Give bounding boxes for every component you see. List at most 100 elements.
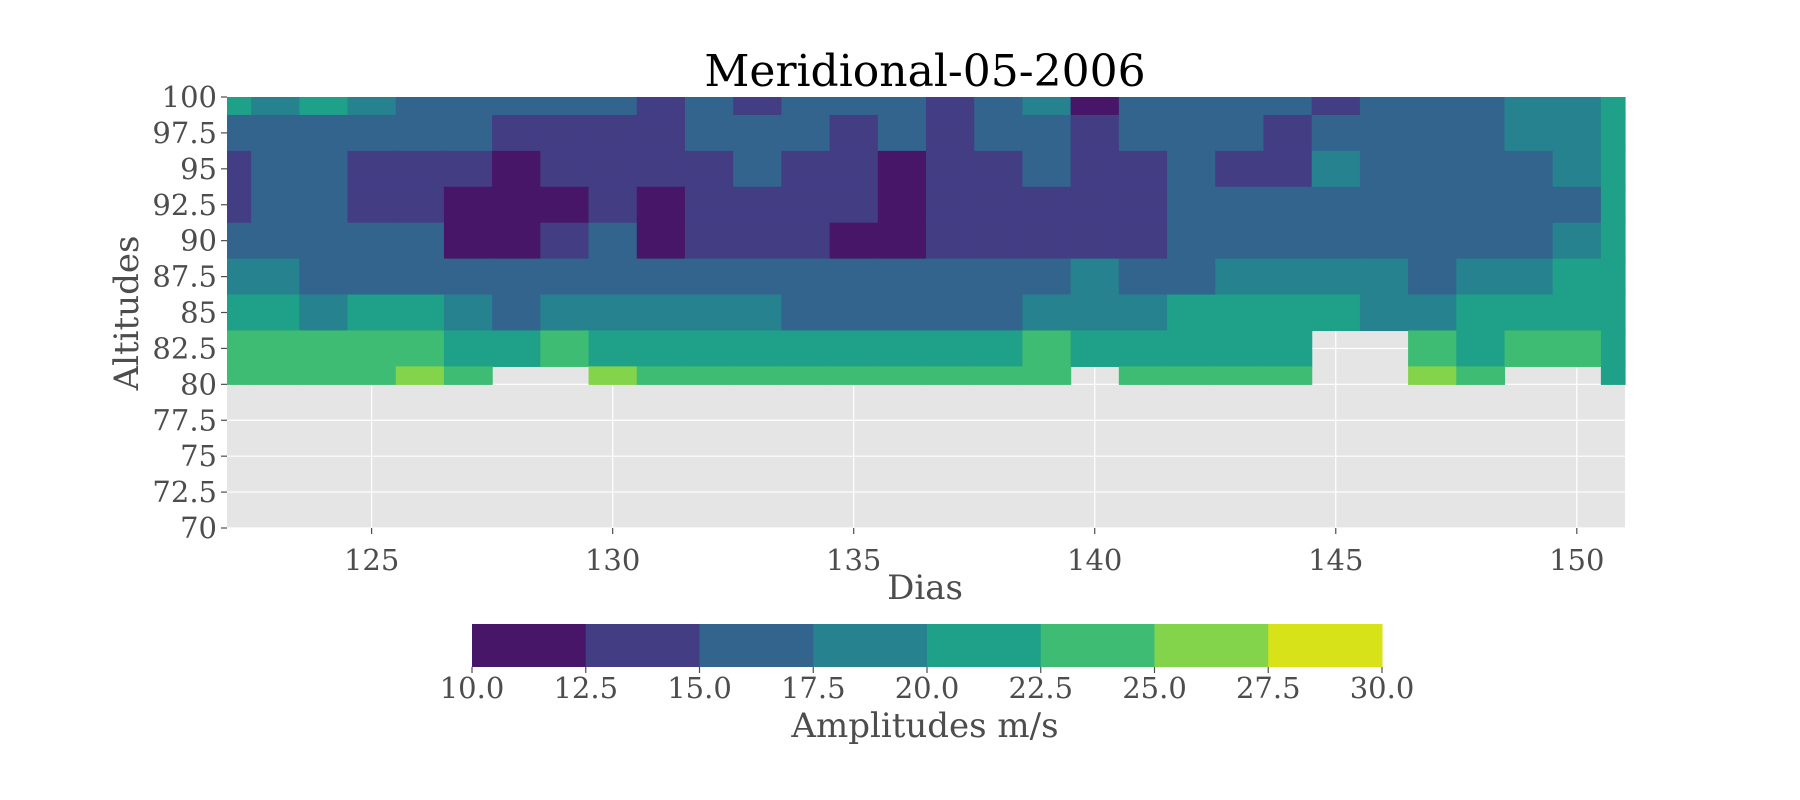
colorbar-segment [699, 624, 814, 667]
contour-cell [588, 97, 638, 116]
contour-cell [1215, 114, 1265, 152]
contour-cell [443, 258, 493, 296]
contour-cell [1552, 258, 1602, 296]
contour-cell [877, 150, 927, 188]
contour-cell [1215, 258, 1265, 296]
contour-cell [443, 294, 493, 332]
contour-cell [540, 258, 590, 296]
contour-cell [636, 258, 686, 296]
contour-cell [974, 186, 1024, 224]
contour-cell [443, 97, 493, 116]
y-tick-label: 77.5 [152, 403, 217, 437]
contour-cell [347, 330, 397, 367]
contour-cell [1359, 97, 1409, 116]
contour-cell [588, 330, 638, 367]
contour-cell [1311, 294, 1361, 332]
contour-cell [636, 366, 686, 385]
contour-cell [974, 294, 1024, 332]
contour-cell [684, 150, 734, 188]
contour-cell [926, 97, 975, 116]
contour-cell [1600, 114, 1626, 152]
contour-cell [540, 114, 590, 152]
contour-cell [251, 366, 300, 385]
contour-cell [684, 114, 734, 152]
contour-cell [1504, 114, 1554, 152]
contour-cell [1070, 150, 1120, 188]
contour-cell [1600, 186, 1626, 224]
contour-cell [1070, 97, 1120, 116]
contour-cell [1456, 186, 1506, 224]
y-tick-label: 95 [180, 152, 217, 186]
contour-cell [1118, 97, 1168, 116]
contour-cell [1456, 97, 1506, 116]
chart-title: Meridional-05-2006 [704, 46, 1145, 97]
contour-cell [1600, 150, 1626, 188]
contour-cell [347, 114, 397, 152]
contour-cell [1504, 97, 1554, 116]
contour-cell [299, 222, 349, 260]
contour-cell [636, 150, 686, 188]
contour-cell [1070, 114, 1120, 152]
contour-cell [395, 330, 445, 367]
contour-cell [1552, 97, 1602, 116]
contour-cell [1408, 222, 1457, 260]
contour-cell [1118, 330, 1168, 367]
contour-cell [227, 222, 252, 260]
contour-cell [926, 114, 975, 152]
contour-cell [781, 222, 831, 260]
contour-cell [588, 366, 638, 385]
contour-cell [974, 366, 1024, 385]
contour-cell [926, 258, 975, 296]
contour-cell [1600, 222, 1626, 260]
contour-cell [877, 294, 927, 332]
contour-cell [733, 222, 782, 260]
y-tick-label: 85 [180, 296, 217, 330]
y-tick-label: 80 [180, 367, 217, 401]
y-tick-label: 92.5 [152, 188, 217, 222]
contour-cell [1118, 366, 1168, 385]
contour-cell [877, 366, 927, 385]
contour-cell [1263, 97, 1313, 116]
contour-cell [1504, 330, 1554, 367]
contour-cell [733, 114, 782, 152]
contour-cell [781, 150, 831, 188]
colorbar-segments [472, 624, 1383, 667]
colorbar-tick-label: 10.0 [440, 671, 505, 705]
contour-cell [540, 222, 590, 260]
contour-cell [299, 366, 349, 385]
contour-cell [684, 366, 734, 385]
contour-cell [227, 366, 252, 385]
contour-cell [492, 294, 541, 332]
y-tick-label: 75 [180, 439, 217, 473]
contour-cell [347, 186, 397, 224]
contour-cell [1600, 330, 1626, 367]
contour-cell [1504, 186, 1554, 224]
contour-cell [588, 150, 638, 188]
contour-cell [1504, 294, 1554, 332]
contour-cell [829, 114, 879, 152]
contour-cell [1263, 150, 1313, 188]
contour-cell [1456, 294, 1506, 332]
contour-cell [733, 186, 782, 224]
contour-cell [829, 366, 879, 385]
contour-cell [1456, 258, 1506, 296]
contour-cell [1118, 258, 1168, 296]
colorbar-tick-label: 30.0 [1350, 671, 1415, 705]
contour-cell [443, 114, 493, 152]
contour-cell [347, 222, 397, 260]
contour-cell [1408, 97, 1457, 116]
contour-cell [829, 150, 879, 188]
contour-cell [781, 97, 831, 116]
contour-cell [926, 186, 975, 224]
contour-cell [781, 330, 831, 367]
contour-cell [1311, 150, 1361, 188]
contour-fill [227, 97, 1626, 385]
contour-cell [395, 114, 445, 152]
contour-cell [684, 330, 734, 367]
contour-cell [1215, 366, 1265, 385]
contour-cell [1022, 97, 1072, 116]
contour-cell [227, 186, 252, 224]
colorbar-segment [472, 624, 587, 667]
contour-cell [540, 186, 590, 224]
contour-cell [492, 222, 541, 260]
